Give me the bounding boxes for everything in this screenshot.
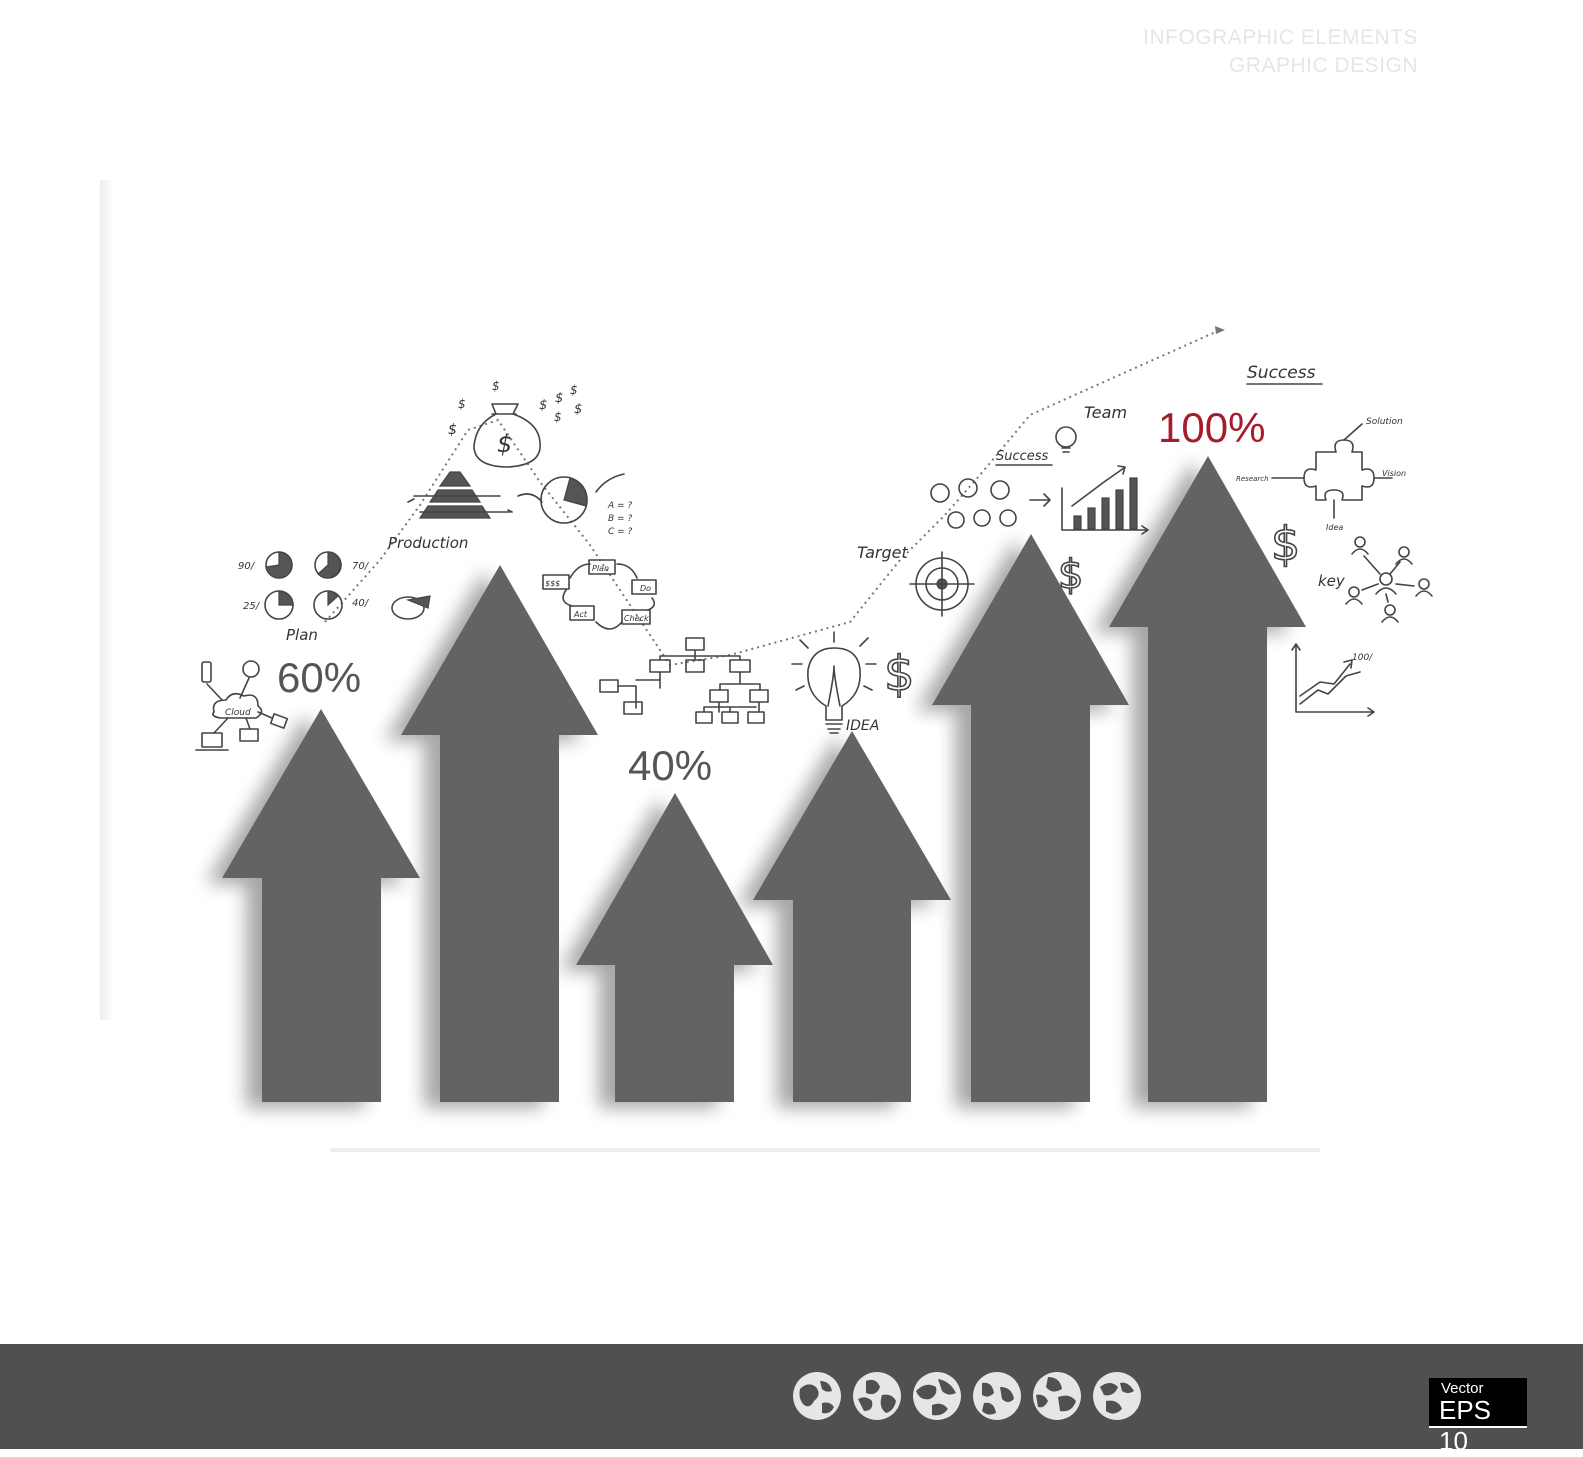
growth-arrow-6 xyxy=(1109,456,1306,1102)
pdca-do: Do xyxy=(640,584,651,593)
money-bag-sketch: $ $ $ $ $ $ $ $ $ xyxy=(448,379,582,468)
bulb-cluster-sketch: Success Team xyxy=(930,403,1127,529)
percent-label-40: 40% xyxy=(628,742,712,789)
footer-title-line1: INFOGRAPHIC ELEMENTS xyxy=(1143,26,1418,49)
people-network-sketch: key xyxy=(1318,536,1433,623)
cloud-network-sketch: Cloud xyxy=(195,660,289,751)
plan-label: Plan xyxy=(286,626,318,644)
pdca-plan: Plan xyxy=(592,564,609,573)
footer-title-line2: GRAPHIC DESIGN xyxy=(1228,54,1418,77)
pie-label-40: 40/ xyxy=(352,598,370,609)
badge-eps-text: EPS 10 xyxy=(1439,1395,1492,1456)
growth-arrow-5 xyxy=(932,534,1129,1102)
globe-icon xyxy=(913,1372,961,1420)
puzzle-sketch: Solution Vision Research Idea Success xyxy=(1236,363,1406,532)
svg-text:$: $ xyxy=(570,383,578,397)
pyramid-sketch: Production xyxy=(388,471,513,552)
bar-chart-sketch xyxy=(1061,465,1149,535)
key-label: key xyxy=(1318,572,1346,590)
pie-charts-sketch: 90/ 70/ 25/ 40/ Plan xyxy=(238,551,431,644)
svg-text:$: $ xyxy=(492,379,500,393)
dollar-sketch-1: $ xyxy=(883,645,915,703)
success-small-label: Success xyxy=(996,449,1049,464)
svg-text:$: $ xyxy=(497,430,512,458)
target-sketch: Target xyxy=(857,543,975,617)
hundred-small-label: 100/ xyxy=(1352,653,1373,663)
svg-text:$: $ xyxy=(555,391,563,406)
pie-label-70: 70/ xyxy=(352,561,370,572)
svg-text:$: $ xyxy=(1058,552,1083,598)
badge-vector-text: Vector xyxy=(1441,1380,1484,1397)
globe-icon xyxy=(973,1372,1021,1420)
svg-text:$: $ xyxy=(458,397,466,411)
pie-label-25: 25/ xyxy=(243,601,261,612)
abc-pie-sketch: A = ? B = ? C = ? xyxy=(517,473,633,537)
globe-icon xyxy=(1033,1372,1081,1420)
light-bulb-sketch: IDEA xyxy=(791,631,879,734)
paper-sheet-edge xyxy=(100,180,114,1020)
dollar-sketch-3: $ xyxy=(1270,516,1301,572)
abc-label-a: A = ? xyxy=(607,501,632,511)
dollar-sketch-2: $ xyxy=(1057,551,1084,599)
pdca-cycle-sketch: Plan Do Check Act $$$ xyxy=(542,559,657,630)
footer-bar xyxy=(0,1344,1583,1449)
trend-arrowhead xyxy=(1215,326,1225,334)
org-chart-sketch xyxy=(599,637,769,724)
svg-text:$: $ xyxy=(574,402,582,417)
percent-label-60: 60% xyxy=(277,654,361,701)
pdca-check: Check xyxy=(624,614,649,623)
growth-arrow-3 xyxy=(576,793,773,1102)
vision-label: Vision xyxy=(1382,469,1406,478)
target-label: Target xyxy=(857,543,908,562)
pdca-money: $$$ xyxy=(545,579,560,588)
svg-text:$: $ xyxy=(884,646,915,702)
percent-label-100: 100% xyxy=(1158,404,1265,451)
eps-badge: Vector EPS 10 xyxy=(1429,1378,1527,1456)
pie-label-90: 90/ xyxy=(238,561,256,572)
growth-arrow-2 xyxy=(401,565,598,1102)
svg-text:$: $ xyxy=(554,410,562,424)
line-chart-sketch: 100/ xyxy=(1291,643,1375,717)
growth-arrow-1 xyxy=(222,709,420,1102)
team-label: Team xyxy=(1084,403,1127,422)
globe-icon xyxy=(853,1372,901,1420)
abc-label-c: C = ? xyxy=(608,527,633,537)
production-label: Production xyxy=(388,534,468,552)
solution-label: Solution xyxy=(1366,417,1403,427)
pdca-act: Act xyxy=(573,610,588,619)
svg-text:$: $ xyxy=(1271,517,1300,571)
cloud-label: Cloud xyxy=(225,708,251,718)
svg-text:$: $ xyxy=(448,422,457,438)
svg-text:$: $ xyxy=(539,398,547,413)
success-top-label: Success xyxy=(1247,363,1316,383)
idea-small-label: Idea xyxy=(1326,523,1343,532)
globe-icon xyxy=(1093,1372,1141,1420)
idea-label: IDEA xyxy=(846,718,879,734)
globe-icon xyxy=(793,1372,841,1420)
abc-label-b: B = ? xyxy=(608,514,632,524)
growth-arrow-4 xyxy=(753,731,951,1102)
research-label: Research xyxy=(1236,475,1269,483)
